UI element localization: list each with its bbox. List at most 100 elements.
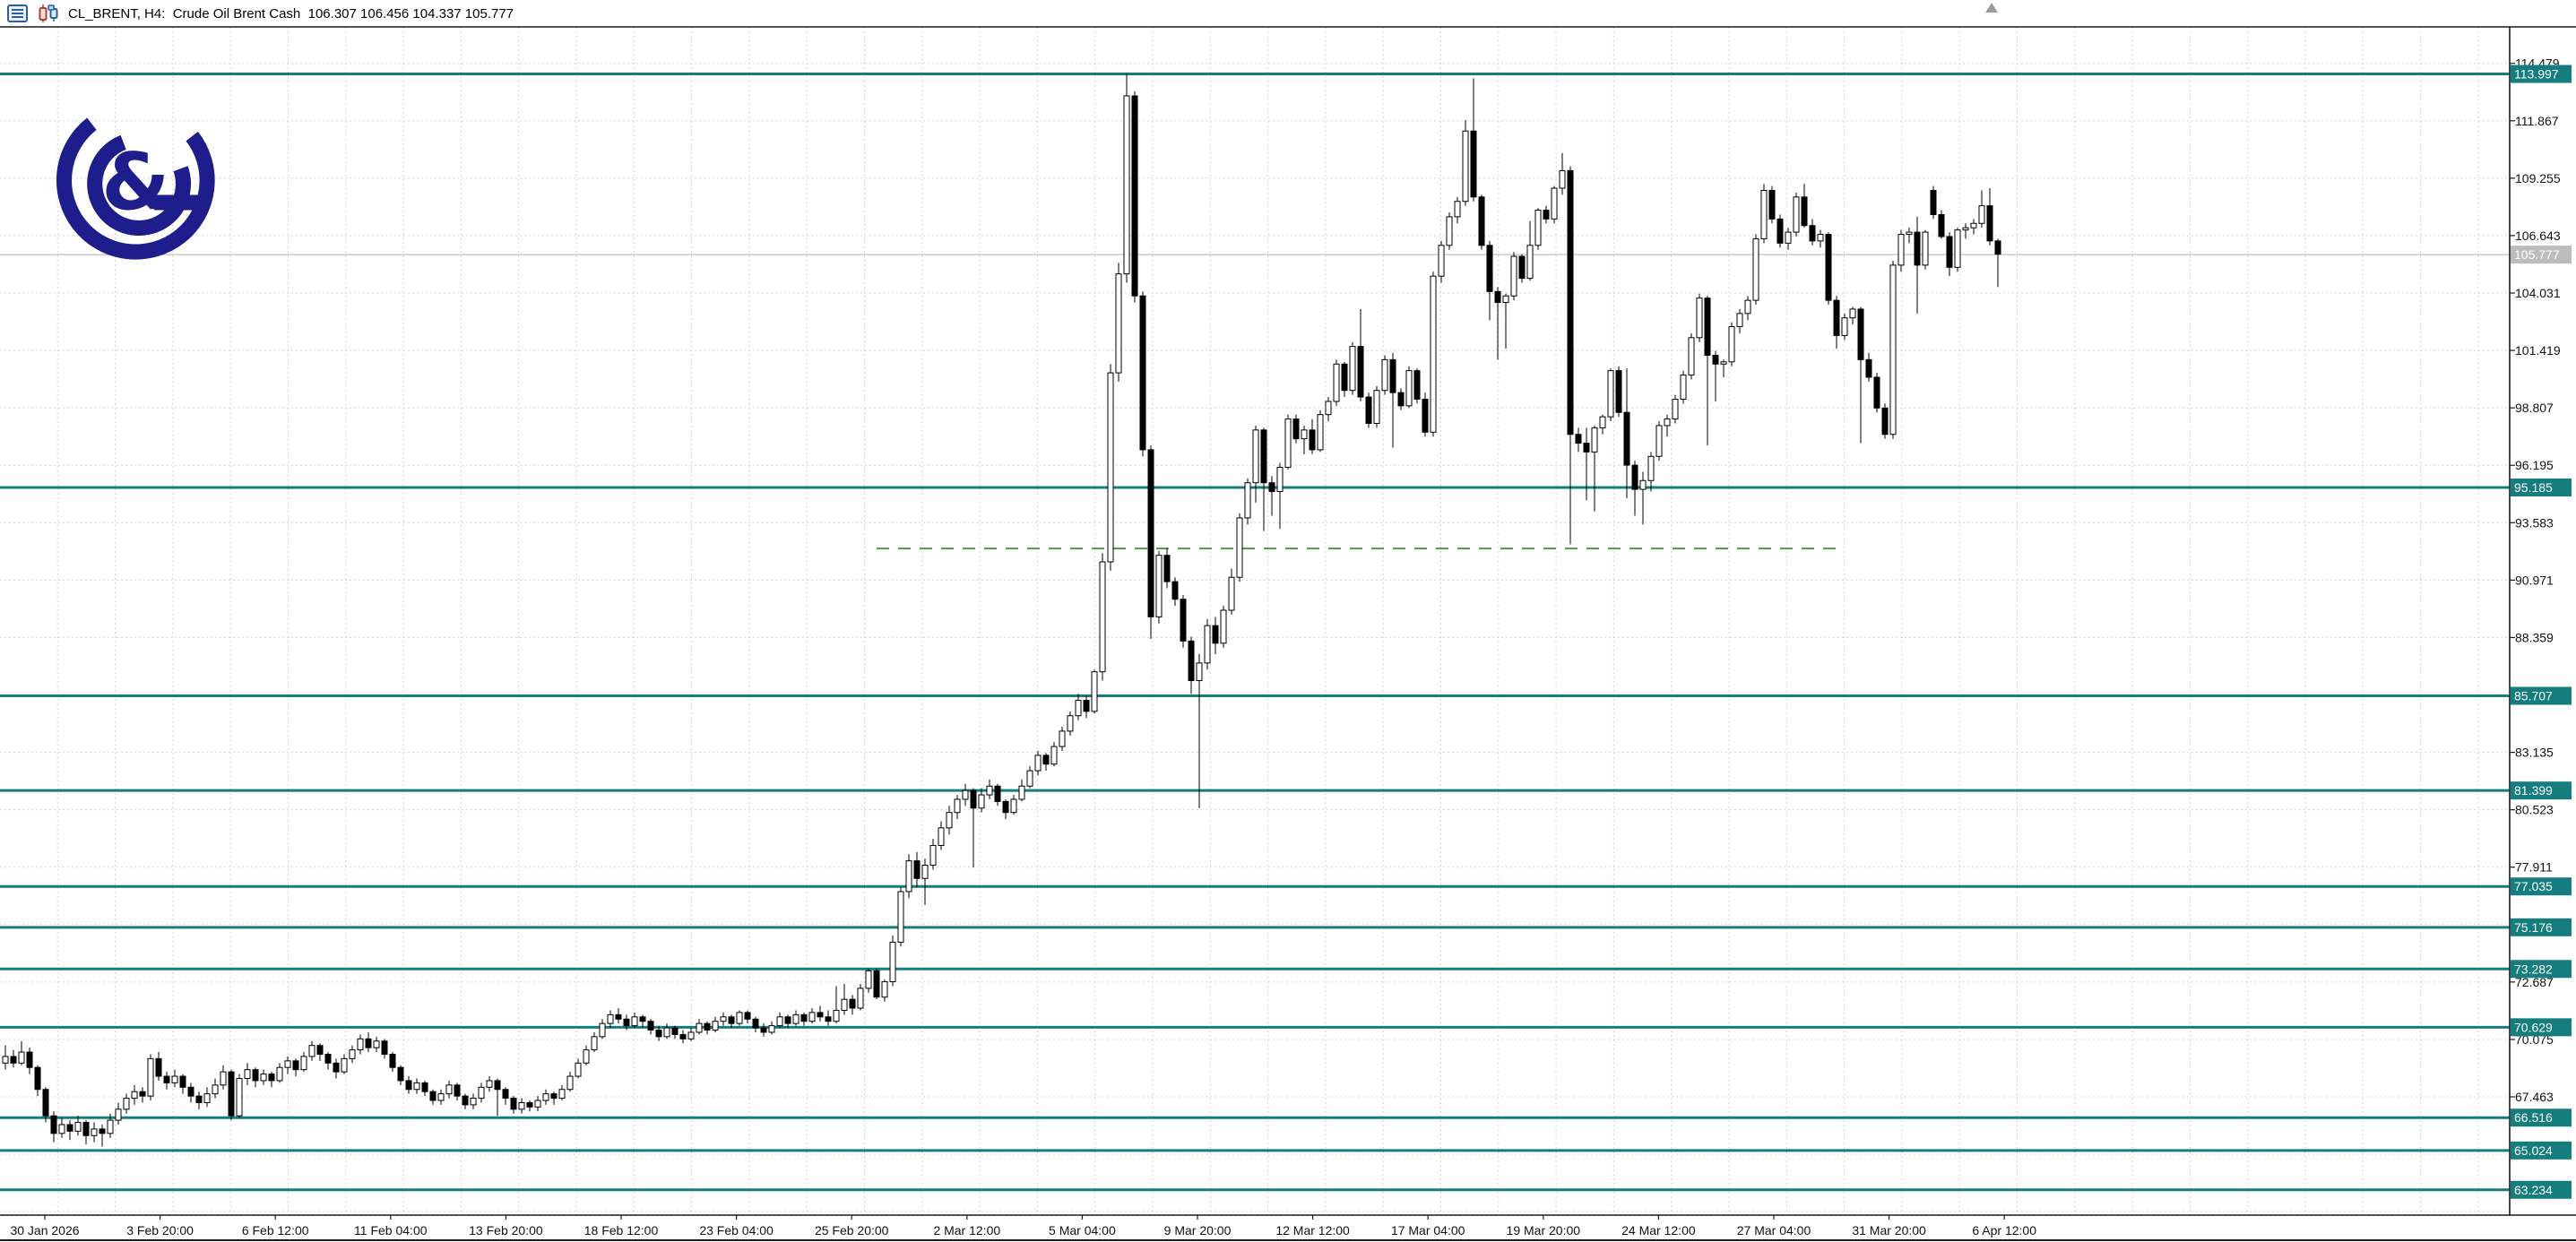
candle-body bbox=[954, 798, 961, 814]
candle-body bbox=[341, 1057, 348, 1073]
candle-body bbox=[1897, 234, 1905, 266]
candle-body bbox=[171, 1075, 178, 1083]
y-axis-label[interactable]: 72.687 bbox=[2515, 975, 2554, 989]
candle-body bbox=[413, 1082, 420, 1091]
journal-icon[interactable] bbox=[7, 4, 29, 23]
candle-body bbox=[1664, 418, 1671, 427]
candle-body bbox=[1333, 363, 1340, 402]
x-axis-label[interactable]: 19 Mar 20:00 bbox=[1507, 1223, 1581, 1238]
candle-body bbox=[437, 1093, 445, 1101]
symbol-timeframe: CL_BRENT, H4: bbox=[68, 5, 166, 22]
x-axis-label[interactable]: 3 Feb 20:00 bbox=[126, 1223, 194, 1238]
y-axis-label[interactable]: 111.867 bbox=[2515, 114, 2559, 128]
candle-body bbox=[1155, 555, 1163, 617]
candle-body bbox=[1607, 370, 1614, 418]
x-axis-label[interactable]: 24 Mar 12:00 bbox=[1621, 1223, 1696, 1238]
candle-body bbox=[1002, 800, 1009, 814]
y-axis-label[interactable]: 67.463 bbox=[2515, 1090, 2554, 1104]
y-axis-label[interactable]: 106.643 bbox=[2515, 229, 2561, 243]
level-price-badge bbox=[2511, 781, 2572, 800]
x-axis-label[interactable]: 6 Feb 12:00 bbox=[242, 1223, 309, 1238]
candle-body bbox=[1236, 517, 1243, 578]
x-axis-label[interactable]: 12 Mar 12:00 bbox=[1275, 1223, 1350, 1238]
candle-body bbox=[1906, 231, 1913, 236]
candle-body bbox=[1857, 308, 1864, 360]
x-axis-label[interactable]: 18 Feb 12:00 bbox=[584, 1223, 659, 1238]
candle-body bbox=[316, 1045, 324, 1055]
candle-body bbox=[1817, 234, 1824, 242]
candle-body bbox=[42, 1089, 49, 1117]
y-axis-label[interactable]: 90.971 bbox=[2515, 573, 2554, 587]
candle-body bbox=[308, 1045, 316, 1057]
y-axis-label[interactable]: 88.359 bbox=[2515, 630, 2554, 644]
x-axis-label[interactable]: 17 Mar 04:00 bbox=[1391, 1223, 1465, 1238]
candle-body bbox=[268, 1074, 275, 1082]
candle-body bbox=[1865, 358, 1872, 378]
y-axis-label[interactable]: 83.135 bbox=[2515, 746, 2554, 760]
candle-body bbox=[244, 1069, 251, 1079]
candle-body bbox=[792, 1013, 800, 1024]
candle-body bbox=[1010, 798, 1017, 814]
candle-body bbox=[1349, 346, 1356, 392]
candle-body bbox=[478, 1086, 485, 1100]
candle-body bbox=[1244, 482, 1251, 519]
candle-body bbox=[365, 1038, 372, 1048]
candle-body bbox=[1672, 399, 1679, 420]
x-axis-label[interactable]: 30 Jan 2026 bbox=[10, 1223, 79, 1238]
candle-body bbox=[1292, 418, 1300, 440]
y-axis-label[interactable]: 96.195 bbox=[2515, 458, 2554, 472]
candle-body bbox=[1478, 196, 1485, 246]
x-axis-label[interactable]: 31 Mar 20:00 bbox=[1852, 1223, 1926, 1238]
candle-body bbox=[1534, 210, 1542, 246]
candle-body bbox=[1438, 245, 1445, 277]
candlestick-chart-icon[interactable] bbox=[38, 4, 59, 23]
x-axis-label[interactable]: 11 Feb 04:00 bbox=[354, 1223, 428, 1238]
level-price-badge bbox=[2511, 1180, 2572, 1199]
candle-body bbox=[1793, 196, 1800, 233]
y-axis-label[interactable]: 109.255 bbox=[2515, 171, 2561, 185]
x-axis-label[interactable]: 5 Mar 04:00 bbox=[1049, 1223, 1116, 1238]
candle-body bbox=[841, 998, 848, 1011]
candle-body bbox=[647, 1021, 654, 1031]
candle-body bbox=[825, 1016, 832, 1022]
candle-body bbox=[1728, 326, 1735, 363]
candle-body bbox=[131, 1091, 138, 1100]
candle-body bbox=[1341, 363, 1348, 392]
object-marker-icon[interactable] bbox=[1985, 3, 1998, 13]
candle-body bbox=[1914, 231, 1921, 266]
current-price-label: 105.777 bbox=[2514, 247, 2560, 262]
candle-body bbox=[1994, 240, 2001, 255]
candle-body bbox=[510, 1098, 517, 1110]
y-axis-label[interactable]: 93.583 bbox=[2515, 515, 2554, 530]
x-axis-label[interactable]: 23 Feb 04:00 bbox=[699, 1223, 774, 1238]
candle-body bbox=[929, 844, 937, 867]
y-axis-label[interactable]: 80.523 bbox=[2515, 803, 2554, 817]
level-price-badge bbox=[2511, 65, 2572, 83]
x-axis-label[interactable]: 25 Feb 20:00 bbox=[815, 1223, 889, 1238]
y-axis-label[interactable]: 98.807 bbox=[2515, 401, 2554, 415]
candle-body bbox=[1389, 358, 1396, 393]
candle-body bbox=[1131, 95, 1138, 297]
candle-body bbox=[534, 1100, 541, 1108]
candle-body bbox=[1462, 130, 1469, 203]
broker-logo: & bbox=[56, 90, 226, 264]
x-axis-label[interactable]: 13 Feb 20:00 bbox=[469, 1223, 543, 1238]
x-axis-label[interactable]: 2 Mar 12:00 bbox=[933, 1223, 1000, 1238]
candle-body bbox=[663, 1027, 670, 1038]
x-axis-label[interactable]: 27 Mar 04:00 bbox=[1737, 1223, 1811, 1238]
candle-body bbox=[115, 1108, 122, 1121]
candle-body bbox=[1543, 210, 1550, 220]
y-axis-label[interactable]: 77.911 bbox=[2515, 860, 2553, 875]
candle-body bbox=[1309, 429, 1316, 451]
y-axis-label[interactable]: 101.419 bbox=[2515, 343, 2561, 358]
candle-body bbox=[1139, 295, 1146, 451]
x-axis-label[interactable]: 9 Mar 20:00 bbox=[1164, 1223, 1232, 1238]
candle-body bbox=[1551, 187, 1558, 220]
x-axis-label[interactable]: 6 Apr 12:00 bbox=[1972, 1223, 2036, 1238]
candle-body bbox=[558, 1089, 566, 1100]
candle-body bbox=[857, 988, 864, 1009]
y-axis-label[interactable]: 104.031 bbox=[2515, 286, 2561, 300]
candle-body bbox=[784, 1016, 791, 1024]
candle-body bbox=[58, 1124, 65, 1134]
